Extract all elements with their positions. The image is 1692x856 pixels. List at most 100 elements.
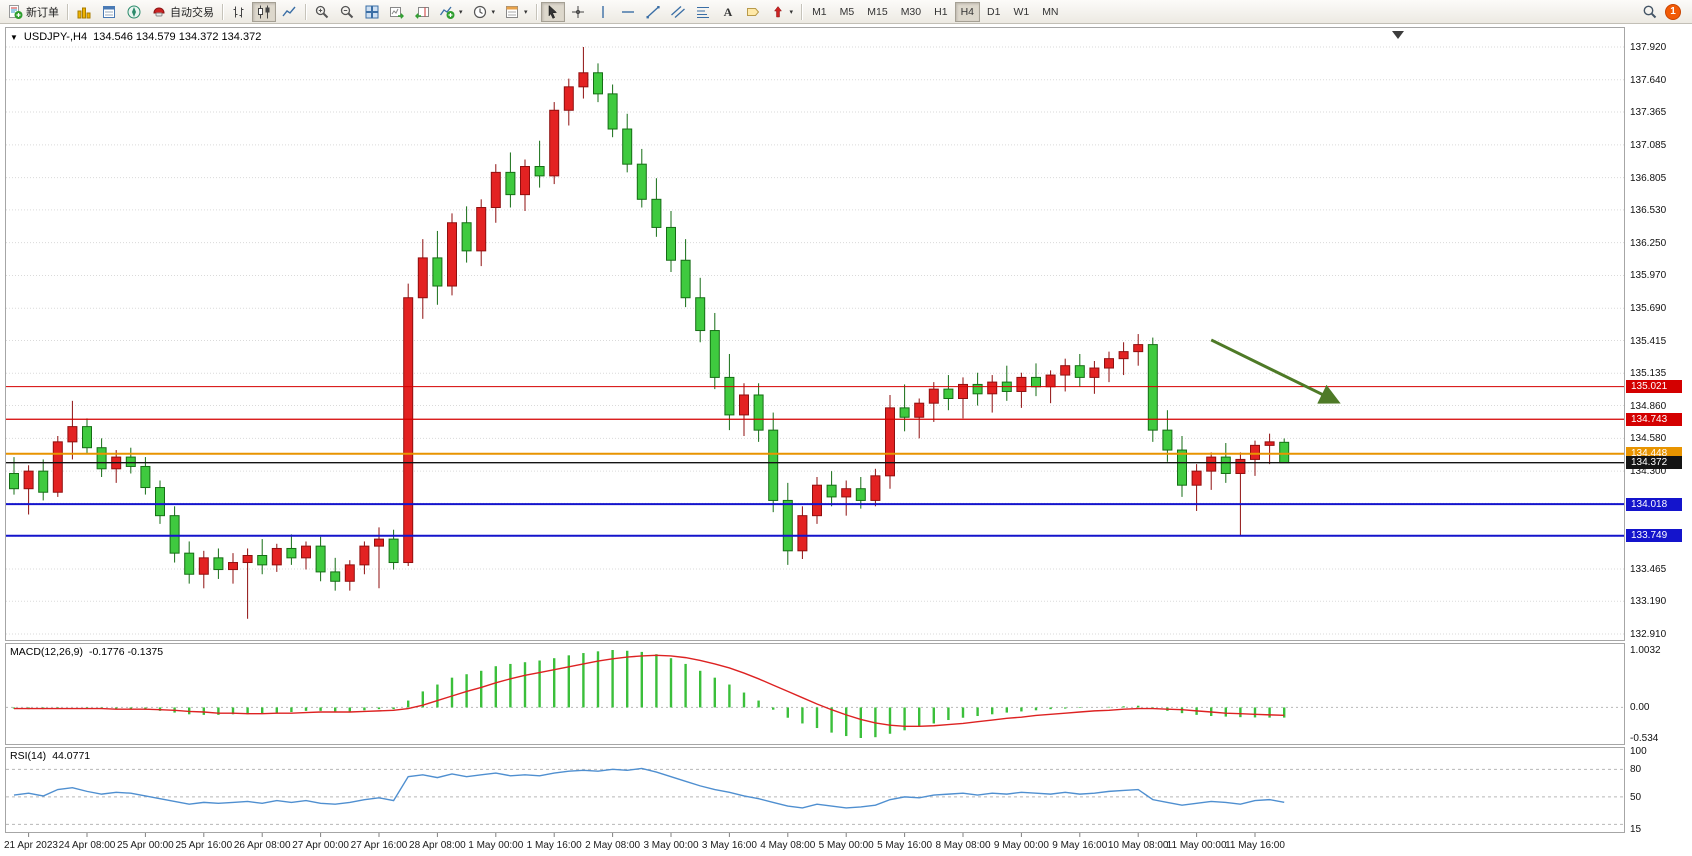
search-button[interactable] [1638,2,1662,22]
timeframe-button-w1[interactable]: W1 [1013,5,1030,18]
candlestick-icon [258,5,270,18]
autotrading-button[interactable]: 自动交易 [147,2,218,22]
arrows-caret: ▾ [789,8,794,16]
periods-button[interactable]: ▾ [468,2,500,22]
price-axis-label: 137.640 [1630,74,1667,86]
toolbar-separator [222,3,223,20]
new-order-label: 新订单 [26,6,59,19]
cursor-button[interactable] [540,1,565,22]
price-axis-label: 132.910 [1630,629,1667,640]
chart-shift-button[interactable] [410,2,434,22]
price-axis-label: 135.690 [1630,303,1667,315]
time-axis-label: 2 May 08:00 [585,840,641,851]
current-price-tag: 134.372 [1626,456,1682,470]
timeframe-button-m5[interactable]: M5 [839,5,855,18]
time-axis-label: 4 May 08:00 [760,840,816,851]
periods-clock-icon [473,5,486,18]
equidistant-channel-button[interactable] [666,2,690,22]
vertical-line-button[interactable] [591,2,615,22]
rsi-axis-label: 50 [1630,791,1642,803]
macd-name: MACD(12,26,9) [10,646,83,658]
navigator-button[interactable] [122,2,146,22]
time-axis-label: 28 Apr 08:00 [409,840,466,851]
toolbar: 新订单 自动交易 ▾ ▾ ▾ A ▾ M1 M5 M15 M3 [0,0,1692,24]
candlestick-chart-button[interactable] [252,1,276,22]
time-axis-label: 21 Apr 2023 [4,840,58,851]
zoom-out-button[interactable] [335,2,359,22]
market-watch-button[interactable] [72,2,96,22]
templates-icon [506,5,519,18]
price-axis-label: 135.415 [1630,335,1667,347]
svg-text:A: A [723,5,732,19]
auto-scroll-icon [390,6,404,19]
autotrading-label: 自动交易 [170,6,214,19]
price-axis-label: 136.250 [1630,237,1667,249]
price-axis-label: 137.085 [1630,139,1667,151]
fibonacci-button[interactable] [691,2,715,22]
timeframe-button-h4[interactable]: H4 [954,1,980,22]
price-axis-label: 134.580 [1630,433,1667,445]
trend-arrow-annotation[interactable] [1210,338,1341,404]
text-label-button[interactable] [741,2,765,22]
price-axis-label: 133.190 [1630,596,1667,608]
time-axis-label: 27 Apr 00:00 [292,840,349,851]
toolbar-separator [67,3,68,20]
time-axis-label: 10 May 08:00 [1107,840,1169,851]
rsi-axis-label: 80 [1630,764,1642,776]
chart-window-title: ▼ USDJPY-,H4 134.546 134.579 134.372 134… [10,31,261,43]
indicators-button[interactable]: ▾ [435,2,467,22]
macd-indicator-label: MACD(12,26,9) -0.1776 -0.1375 [10,646,163,658]
horizontal-line-button[interactable] [616,2,640,22]
templates-caret: ▾ [524,8,528,16]
price-axis-label: 133.465 [1630,563,1667,575]
candles [9,47,1290,619]
new-order-button[interactable]: 新订单 [3,2,63,22]
time-axis-label: 9 May 16:00 [1052,840,1108,851]
toolbar-separator [801,3,803,20]
horizontal-line-icon [621,10,634,13]
timeframe-button-m1[interactable]: M1 [812,5,827,18]
bar-chart-button[interactable] [227,2,251,22]
fibonacci-icon [696,6,709,18]
rsi-plot [6,767,1624,825]
chart-shift-marker[interactable] [1392,31,1404,39]
macd-signal-line [14,654,1285,728]
crosshair-button[interactable] [566,2,590,22]
time-axis-label: 27 Apr 16:00 [350,840,408,851]
timeframe-button-h1[interactable]: H1 [934,5,948,18]
tile-windows-button[interactable] [360,2,384,22]
rsi-line [13,767,1285,809]
autotrading-icon [153,6,165,16]
zoom-out-icon [340,5,354,18]
price-level-tag: 133.749 [1626,529,1682,543]
rsi-value: 44.0771 [52,750,91,762]
notification-badge[interactable]: 1 [1665,3,1681,20]
trendline-button[interactable] [641,2,665,22]
time-axis-label: 5 May 00:00 [818,840,874,851]
timeframe-button-m15[interactable]: M15 [867,5,888,18]
templates-button[interactable]: ▾ [500,2,532,22]
rsi-indicator-label: RSI(14) 44.0771 [10,750,90,762]
macd-axis-label: 0.00 [1630,702,1650,714]
equidistant-channel-icon [670,5,685,18]
panel-borders [5,27,1625,833]
chart-ohlc-values: 134.546 134.579 134.372 134.372 [93,31,262,43]
timeframe-button-d1[interactable]: D1 [987,5,1001,18]
vertical-line-icon [601,5,604,18]
time-axis-label: 25 Apr 00:00 [117,840,174,851]
zoom-in-button[interactable] [310,2,334,22]
timeframe-button-m30[interactable]: M30 [900,5,922,18]
timeframe-button-mn[interactable]: MN [1042,5,1059,18]
arrows-button[interactable]: ▾ [766,2,798,22]
line-chart-button[interactable] [277,2,301,22]
data-window-button[interactable] [97,2,121,22]
time-axis-label: 11 May 16:00 [1225,840,1285,851]
auto-scroll-button[interactable] [385,2,409,22]
one-click-collapse-arrow[interactable]: ▼ [10,32,18,42]
text-tool-button[interactable]: A [716,2,740,22]
rsi-axis-label: 100 [1630,746,1647,757]
zoom-in-icon [315,5,329,18]
